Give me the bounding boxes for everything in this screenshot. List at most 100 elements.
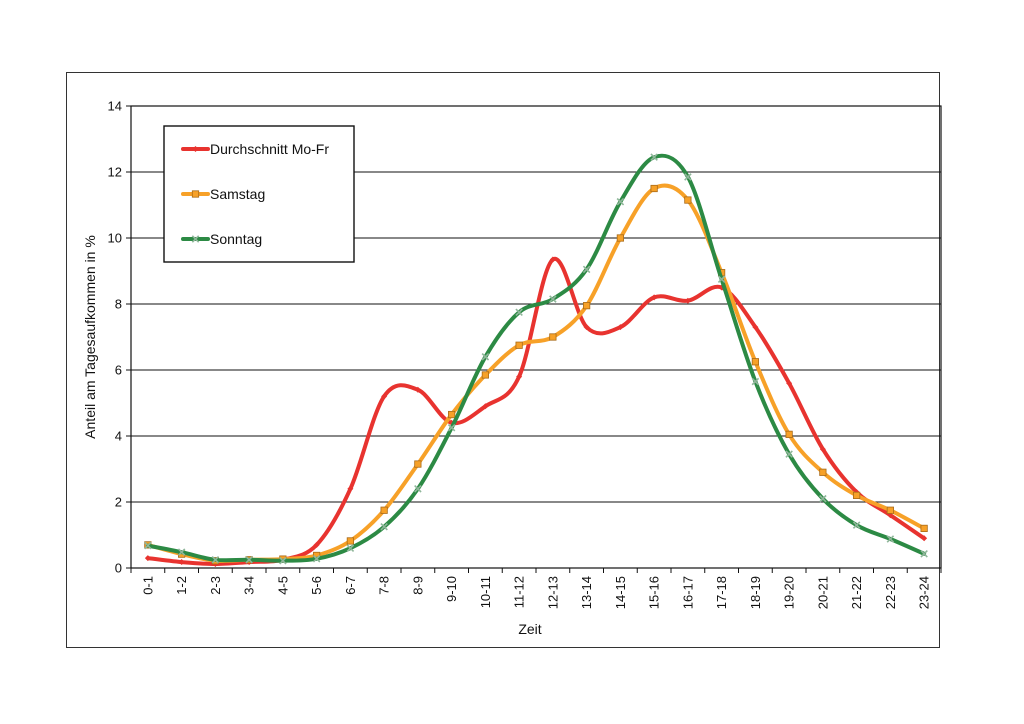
x-tick-label: 5-6: [309, 576, 324, 595]
marker-stroke: [886, 535, 895, 543]
data-point: [684, 196, 692, 204]
x-tick-label: 1-2: [174, 576, 189, 595]
y-tick-label: 0: [115, 561, 122, 576]
data-point: [819, 494, 827, 503]
data-point: [347, 485, 354, 492]
marker-stroke: [279, 556, 287, 565]
y-tick-label: 12: [108, 165, 122, 180]
marker-stroke: [211, 555, 220, 564]
x-tick-label: 10-11: [478, 576, 493, 608]
data-point: [582, 265, 591, 274]
data-point: [583, 302, 591, 310]
series-lines: [144, 153, 928, 568]
legend-item: Sonntag: [181, 231, 262, 247]
data-point: [921, 535, 928, 542]
x-tick-label: 8-9: [410, 576, 425, 595]
y-tick-label: 4: [115, 429, 122, 444]
marker-stroke: [380, 522, 388, 531]
marker-stroke: [785, 450, 793, 458]
data-point: [617, 324, 624, 331]
marker-stroke: [616, 197, 625, 206]
x-tick-label: 0-1: [140, 576, 155, 595]
data-point: [886, 506, 894, 514]
marker-stroke: [920, 550, 928, 558]
data-point: [515, 341, 523, 349]
marker-stroke: [447, 423, 456, 432]
data-point: [853, 491, 861, 500]
data-point: [144, 555, 151, 562]
x-tick-label: 13-14: [579, 576, 594, 609]
marker-stroke: [751, 377, 760, 386]
data-point: [751, 377, 760, 386]
data-point: [279, 556, 287, 565]
marker-stroke: [191, 235, 200, 243]
legend-marker: [191, 235, 200, 243]
x-tick-label: 9-10: [444, 576, 459, 602]
data-point: [481, 353, 490, 361]
x-tick-label: 21-22: [849, 576, 864, 609]
x-tick-label: 6-7: [343, 576, 358, 595]
x-tick-label: 16-17: [680, 576, 695, 609]
legend-marker: [192, 146, 199, 152]
data-point: [313, 541, 320, 548]
x-tick-label: 2-3: [208, 576, 223, 595]
x-tick-label: 4-5: [275, 576, 290, 595]
data-point: [515, 308, 523, 317]
chart-frame: [66, 72, 940, 648]
data-point: [785, 430, 793, 438]
data-point: [245, 555, 253, 564]
data-point: [549, 295, 557, 303]
data-point: [786, 380, 793, 387]
data-point: [346, 544, 355, 552]
x-axis-label: Zeit: [518, 621, 541, 637]
legend-item: Samstag: [181, 186, 265, 202]
legend: Durchschnitt Mo-Fr Samstag Sonntag: [163, 125, 355, 263]
y-axis-label: Anteil am Tagesaufkommen in %: [82, 235, 98, 439]
data-point: [178, 559, 185, 566]
marker-stroke: [346, 544, 355, 552]
data-point: [651, 294, 658, 301]
x-tick-label: 7-8: [377, 576, 392, 595]
data-point: [414, 386, 421, 393]
legend-label: Samstag: [210, 186, 265, 202]
x-tick-label: 20-21: [815, 576, 830, 609]
marker-stroke: [852, 521, 861, 529]
data-point: [684, 297, 691, 304]
marker-stroke: [717, 275, 726, 284]
legend-label: Sonntag: [210, 231, 262, 247]
x-axis-ticks: 0-1 1-2 2-3 3-4 4-5 5-6 6-7 7-8 8-9 9-10 10-11 11-1…: [130, 568, 942, 609]
x-tick-label: 11-12: [512, 576, 527, 608]
x-tick-label: 23-24: [917, 576, 932, 609]
series-sonntag: [144, 153, 928, 565]
data-point: [819, 468, 827, 476]
data-point: [144, 541, 152, 550]
x-tick-label: 12-13: [545, 576, 560, 609]
data-point: [211, 555, 220, 564]
data-point: [312, 554, 321, 563]
marker-stroke: [312, 554, 321, 563]
data-point: [177, 548, 186, 556]
y-tick-label: 8: [115, 297, 122, 312]
data-point: [751, 358, 759, 366]
data-point: [616, 197, 625, 206]
data-point: [380, 506, 388, 514]
legend-marker: [191, 190, 200, 198]
data-point: [819, 446, 826, 453]
data-point: [785, 450, 793, 458]
marker-stroke: [650, 153, 658, 161]
data-point: [381, 393, 388, 400]
x-tick-label: 15-16: [647, 576, 662, 609]
marker-stroke: [481, 353, 490, 361]
x-tick-label: 17-18: [714, 576, 729, 609]
marker-stroke: [144, 541, 152, 550]
data-point: [650, 153, 658, 161]
legend-item: Durchschnitt Mo-Fr: [181, 141, 329, 157]
marker-stroke: [684, 173, 692, 181]
data-point: [346, 537, 354, 545]
data-point: [549, 333, 557, 341]
y-tick-label: 10: [108, 231, 122, 246]
data-point: [414, 460, 422, 468]
legend-label: Durchschnitt Mo-Fr: [210, 141, 329, 157]
x-tick-label: 3-4: [242, 576, 257, 595]
data-point: [717, 275, 726, 284]
